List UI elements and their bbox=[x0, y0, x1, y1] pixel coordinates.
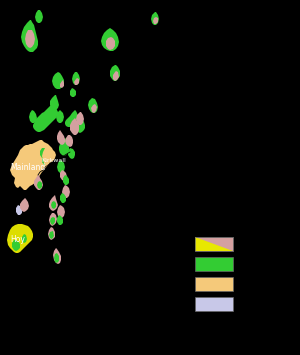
Polygon shape bbox=[65, 110, 78, 127]
Polygon shape bbox=[63, 175, 69, 185]
Polygon shape bbox=[68, 148, 75, 159]
Polygon shape bbox=[21, 20, 38, 52]
Polygon shape bbox=[51, 201, 56, 209]
Polygon shape bbox=[153, 17, 158, 24]
Text: Kirkwall: Kirkwall bbox=[42, 158, 66, 164]
Polygon shape bbox=[70, 88, 76, 97]
Polygon shape bbox=[56, 110, 64, 123]
Polygon shape bbox=[37, 181, 42, 189]
Bar bbox=[195, 237, 233, 251]
Text: Mainland: Mainland bbox=[11, 164, 46, 173]
Polygon shape bbox=[7, 224, 33, 253]
Polygon shape bbox=[42, 148, 49, 166]
Polygon shape bbox=[49, 213, 57, 226]
Polygon shape bbox=[106, 37, 115, 50]
Polygon shape bbox=[49, 231, 54, 239]
Polygon shape bbox=[74, 78, 79, 85]
Polygon shape bbox=[76, 112, 84, 125]
Polygon shape bbox=[62, 185, 70, 198]
Polygon shape bbox=[33, 100, 58, 132]
Polygon shape bbox=[22, 234, 27, 243]
Polygon shape bbox=[110, 65, 120, 81]
Text: Hoy: Hoy bbox=[11, 235, 26, 245]
Polygon shape bbox=[53, 248, 61, 264]
Polygon shape bbox=[12, 240, 20, 251]
Polygon shape bbox=[16, 205, 22, 215]
Polygon shape bbox=[20, 198, 29, 212]
Bar bbox=[195, 297, 233, 311]
Polygon shape bbox=[70, 118, 79, 135]
Polygon shape bbox=[113, 71, 119, 81]
Polygon shape bbox=[72, 72, 80, 85]
Polygon shape bbox=[35, 10, 43, 23]
Polygon shape bbox=[25, 30, 35, 48]
Polygon shape bbox=[49, 195, 58, 211]
Polygon shape bbox=[54, 253, 59, 263]
Polygon shape bbox=[40, 148, 47, 159]
Polygon shape bbox=[52, 72, 64, 89]
Bar bbox=[195, 257, 233, 271]
Polygon shape bbox=[57, 160, 65, 173]
Bar bbox=[195, 237, 233, 251]
Polygon shape bbox=[60, 193, 66, 203]
Polygon shape bbox=[101, 28, 119, 51]
Polygon shape bbox=[60, 170, 67, 181]
Polygon shape bbox=[195, 237, 233, 251]
Polygon shape bbox=[60, 80, 64, 88]
Polygon shape bbox=[151, 12, 159, 25]
Bar bbox=[195, 277, 233, 291]
Polygon shape bbox=[42, 155, 48, 165]
Polygon shape bbox=[48, 227, 55, 240]
Polygon shape bbox=[29, 110, 37, 123]
Polygon shape bbox=[57, 130, 65, 145]
Polygon shape bbox=[57, 215, 63, 225]
Polygon shape bbox=[57, 205, 65, 218]
Polygon shape bbox=[91, 104, 97, 113]
Polygon shape bbox=[65, 135, 73, 147]
Polygon shape bbox=[59, 138, 69, 156]
Polygon shape bbox=[76, 118, 85, 133]
Polygon shape bbox=[88, 98, 98, 113]
Polygon shape bbox=[50, 95, 59, 110]
Polygon shape bbox=[50, 217, 55, 225]
Polygon shape bbox=[10, 140, 56, 190]
Polygon shape bbox=[34, 175, 43, 190]
